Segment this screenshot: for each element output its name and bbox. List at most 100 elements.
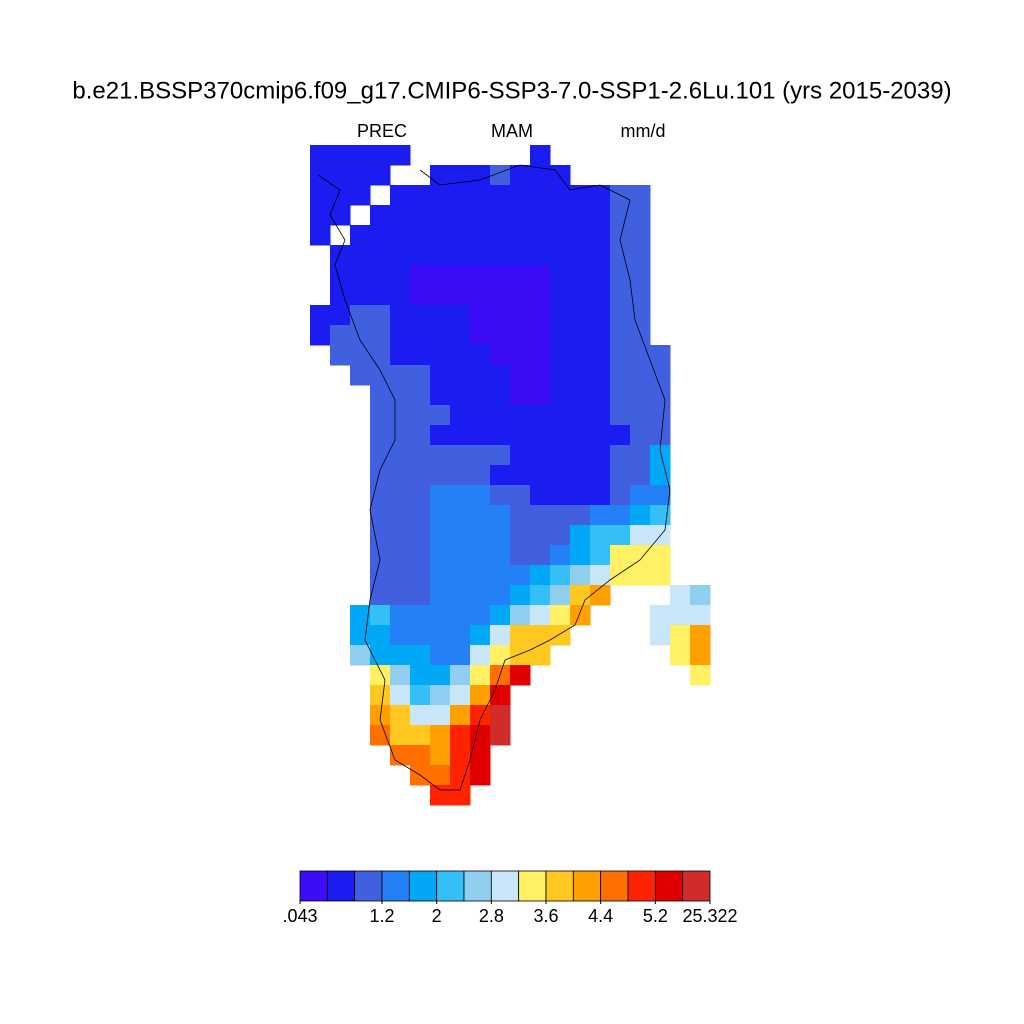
grid-cell — [390, 345, 411, 366]
grid-cell — [390, 245, 411, 266]
grid-cell — [490, 645, 511, 666]
grid-cell — [390, 665, 411, 686]
grid-cell — [670, 605, 691, 626]
grid-cell — [370, 525, 391, 546]
grid-cell — [510, 465, 531, 486]
grid-cell — [530, 545, 551, 566]
grid-cell — [610, 505, 631, 526]
colorbar-box — [545, 870, 574, 902]
colorbar-box — [518, 870, 547, 902]
grid-cell — [390, 685, 411, 706]
grid-cell — [470, 325, 491, 346]
grid-cell — [490, 465, 511, 486]
grid-cell — [370, 665, 391, 686]
grid-cell — [550, 285, 571, 306]
grid-cell — [430, 265, 451, 286]
grid-cell — [650, 505, 671, 526]
grid-cell — [630, 465, 651, 486]
grid-cell — [470, 405, 491, 426]
grid-cell — [630, 405, 651, 426]
grid-cell — [470, 185, 491, 206]
grid-cell — [430, 485, 451, 506]
grid-cell — [470, 485, 491, 506]
grid-cell — [630, 205, 651, 226]
grid-cell — [590, 505, 611, 526]
grid-cell — [570, 325, 591, 346]
grid-cell — [570, 525, 591, 546]
grid-cell — [470, 305, 491, 326]
grid-cell — [530, 465, 551, 486]
grid-cell — [390, 465, 411, 486]
grid-cell — [470, 385, 491, 406]
grid-cell — [490, 505, 511, 526]
grid-cell — [310, 165, 331, 186]
grid-cell — [490, 425, 511, 446]
colorbar-box — [490, 870, 520, 902]
grid-cell — [570, 305, 591, 326]
grid-cell — [610, 205, 631, 226]
grid-cell — [610, 525, 631, 546]
grid-cell — [490, 405, 511, 426]
grid-cell — [390, 645, 411, 666]
grid-cell — [430, 525, 451, 546]
grid-cell — [430, 325, 451, 346]
grid-cell — [310, 145, 331, 166]
grid-cell — [550, 425, 571, 446]
grid-cell — [590, 325, 611, 346]
grid-cell — [350, 605, 371, 626]
grid-cell — [510, 405, 531, 426]
grid-cell — [410, 225, 431, 246]
grid-cell — [370, 165, 391, 186]
grid-cell — [470, 265, 491, 286]
grid-cell — [390, 265, 411, 286]
grid-cell — [690, 665, 711, 686]
grid-cell — [510, 385, 531, 406]
grid-cell — [470, 765, 491, 786]
grid-cell — [610, 545, 631, 566]
grid-cell — [470, 165, 491, 186]
grid-cell — [490, 545, 511, 566]
grid-cell — [430, 585, 451, 606]
grid-cell — [650, 365, 671, 386]
colorbar-box — [600, 870, 629, 902]
grid-cell — [450, 605, 471, 626]
grid-cell — [530, 505, 551, 526]
grid-cell — [310, 205, 331, 226]
grid-cell — [550, 165, 571, 186]
grid-cell — [470, 365, 491, 386]
grid-cell — [490, 565, 511, 586]
grid-cell — [410, 205, 431, 226]
grid-cell — [370, 145, 391, 166]
grid-cell — [630, 285, 651, 306]
grid-cell — [390, 325, 411, 346]
grid-cell — [510, 565, 531, 586]
grid-cell — [590, 405, 611, 426]
grid-cell — [470, 285, 491, 306]
colorbar-box — [627, 870, 656, 902]
grid-cell — [590, 185, 611, 206]
grid-cell — [590, 305, 611, 326]
grid-cell — [390, 505, 411, 526]
grid-cell — [370, 685, 391, 706]
grid-cell — [490, 625, 511, 646]
grid-cell — [430, 345, 451, 366]
grid-cell — [630, 445, 651, 466]
grid-cell — [470, 705, 491, 726]
grid-cell — [510, 525, 531, 546]
grid-cell — [430, 225, 451, 246]
grid-cell — [370, 225, 391, 246]
grid-cell — [350, 625, 371, 646]
coastline — [317, 164, 671, 791]
grid-cell — [570, 445, 591, 466]
grid-cell — [490, 185, 511, 206]
grid-cell — [310, 185, 331, 206]
grid-cell — [410, 445, 431, 466]
grid-cell — [670, 585, 691, 606]
grid-cell — [550, 585, 571, 606]
grid-cell — [430, 765, 451, 786]
grid-cell — [430, 605, 451, 626]
grid-cell — [510, 185, 531, 206]
grid-cell — [570, 265, 591, 286]
grid-cell — [650, 485, 671, 506]
